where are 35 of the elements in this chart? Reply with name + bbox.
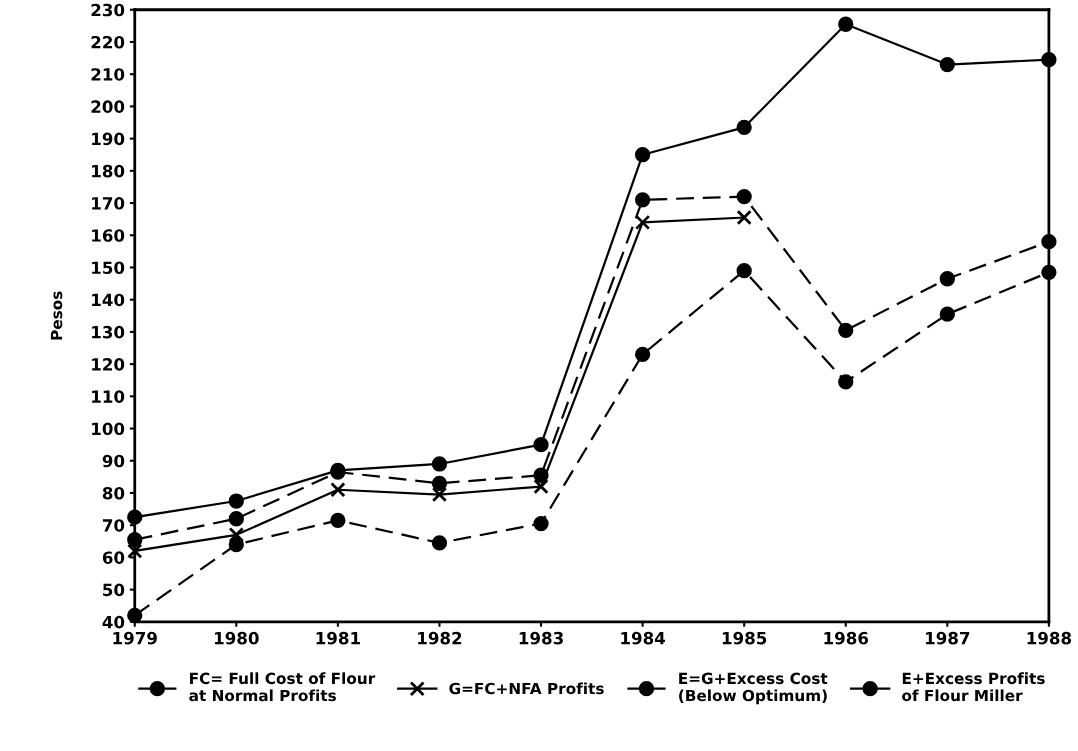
y-tick-label: 80 [102, 486, 125, 500]
y-tick-label: 70 [102, 519, 125, 532]
x-tick-label: 1987 [926, 631, 970, 645]
y-tick-label: 120 [92, 358, 125, 371]
x-tick-label: 1983 [519, 631, 563, 645]
x-tick-label: 1980 [215, 631, 259, 645]
legend-label: G=FC+NFA Profits [449, 682, 604, 695]
y-tick-label: 210 [91, 68, 125, 81]
y-tick-label: 60 [102, 551, 125, 564]
y-axis-title: Pesos [50, 291, 63, 340]
y-tick-label: 40 [102, 615, 125, 629]
x-tick-label: 1982 [418, 631, 462, 645]
x-tick-label: 1986 [824, 631, 869, 645]
x-tick-label: 1985 [722, 631, 767, 645]
x-tick-label: 1984 [621, 631, 666, 645]
legend-label: E+Excess Profits of Flour Miller [902, 672, 1045, 702]
y-tick-label: 180 [92, 164, 125, 178]
y-tick-label: 150 [92, 261, 125, 275]
y-tick-label: 190 [92, 132, 125, 146]
x-tick-label: 1981 [316, 631, 360, 645]
y-tick-label: 90 [102, 454, 125, 468]
legend-label: FC= Full Cost of Flour at Normal Profits [189, 672, 376, 702]
y-tick-label: 110 [92, 390, 125, 403]
y-tick-label: 170 [92, 197, 125, 210]
y-tick-label: 160 [92, 229, 125, 242]
y-tick-label: 220 [91, 35, 125, 49]
y-tick-label: 200 [91, 100, 125, 113]
y-tick-label: 50 [103, 583, 125, 597]
x-tick-label: 1988 [1027, 631, 1072, 645]
y-tick-label: 230 [91, 3, 125, 17]
y-tick-label: 130 [92, 325, 125, 339]
legend-label: E=G+Excess Cost (Below Optimum) [679, 672, 828, 705]
x-tick-label: 1979 [113, 631, 157, 645]
y-tick-label: 140 [92, 293, 125, 307]
y-tick-label: 100 [92, 422, 125, 436]
